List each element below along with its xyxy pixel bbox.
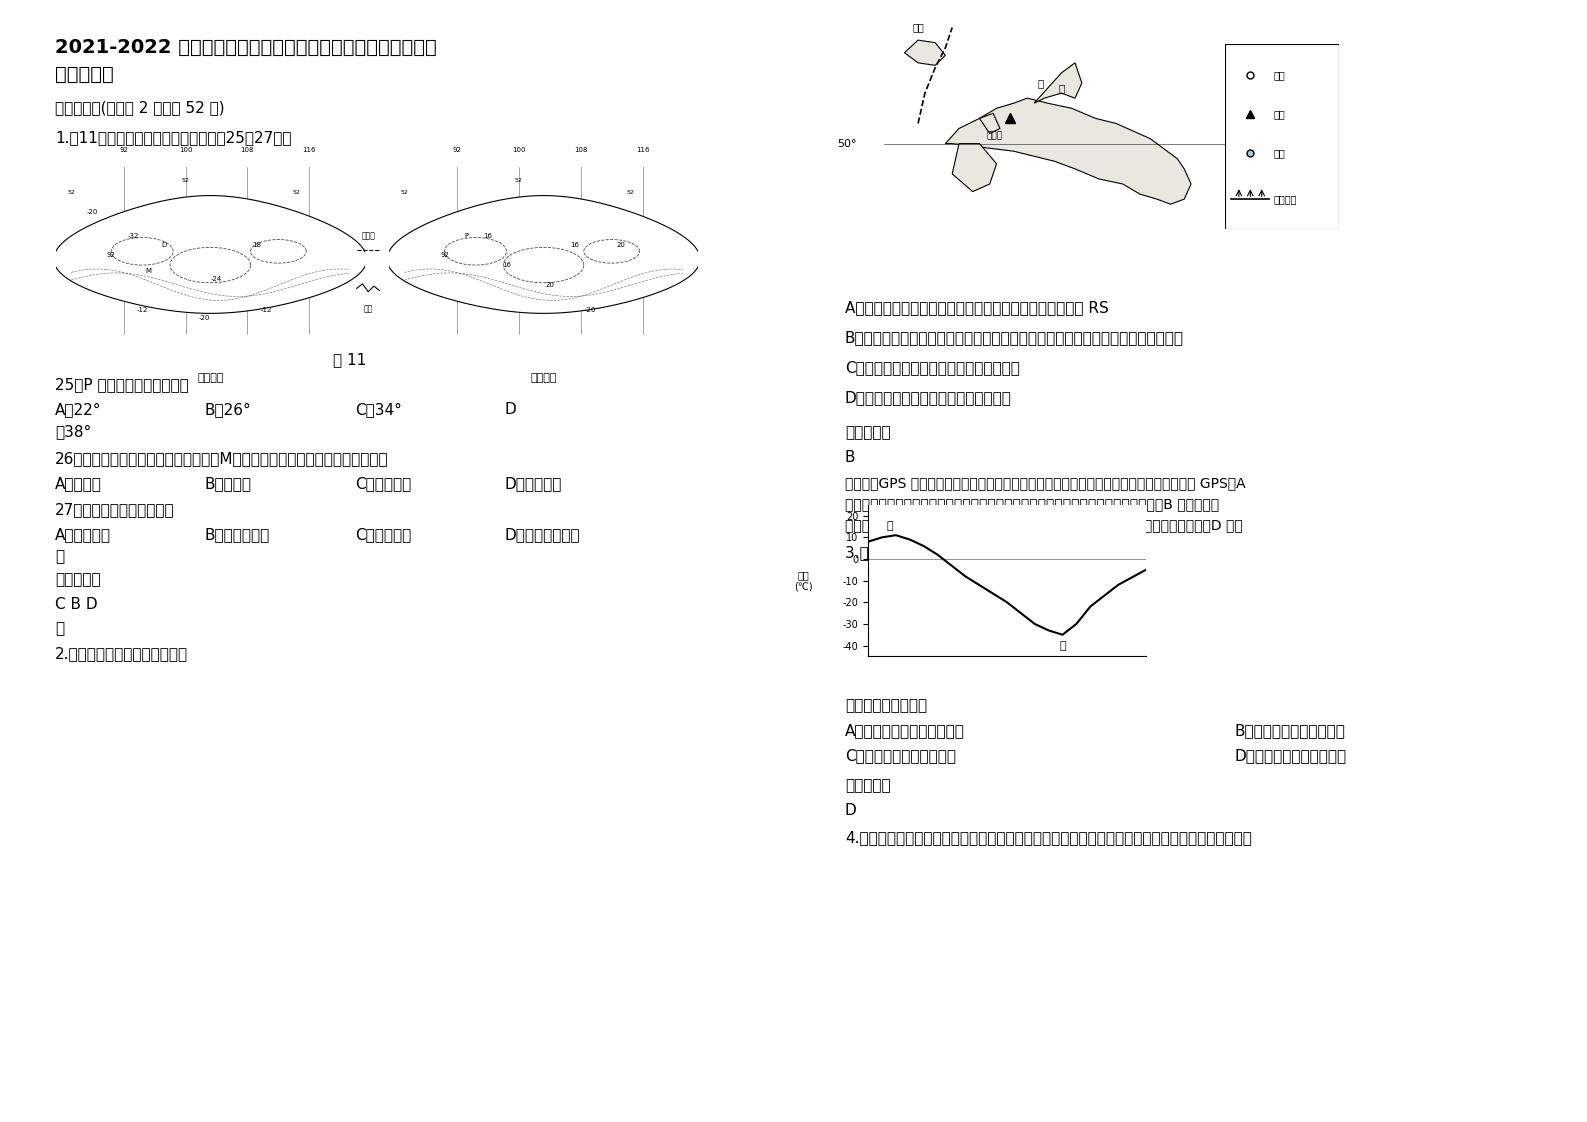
Text: 52: 52 bbox=[294, 190, 302, 195]
Text: 16: 16 bbox=[570, 242, 579, 248]
Text: 18: 18 bbox=[252, 242, 262, 248]
Text: B．南极洲的温度低于甲地: B．南极洲的温度低于甲地 bbox=[1235, 723, 1346, 738]
Text: 错；勃朗峰海拔高度变化不大，是因为勃朗峰在地壳运动抬升中还受到外力作用影响，B 对；冰岛位: 错；勃朗峰海拔高度变化不大，是因为勃朗峰在地壳运动抬升中还受到外力作用影响，B … bbox=[844, 497, 1219, 511]
Text: -24: -24 bbox=[211, 276, 222, 282]
Text: 河流: 河流 bbox=[363, 304, 373, 313]
Text: 116: 116 bbox=[303, 147, 316, 153]
Text: 92: 92 bbox=[452, 147, 462, 153]
Polygon shape bbox=[387, 195, 700, 313]
Text: 于北大西洋中部，大西洋中脊上，是板块生长边界，C 错；甲处位于西风迎风坡，降水多于乙地，D 错。: 于北大西洋中部，大西洋中脊上，是板块生长边界，C 错；甲处位于西风迎风坡，降水多… bbox=[844, 518, 1243, 532]
Text: 2.关于图所示区域说法正确的是: 2.关于图所示区域说法正确的是 bbox=[56, 646, 189, 661]
Text: 略: 略 bbox=[56, 620, 63, 636]
Text: 4.乙国有花园城市岛国的美誉。近年来由于甲地农民烧荒开垦，该国时常受烟霾威胁。该某月烟霾平: 4.乙国有花园城市岛国的美誉。近年来由于甲地农民烧荒开垦，该国时常受烟霾威胁。该… bbox=[844, 830, 1252, 845]
Text: 27、符合该国河流特征的是: 27、符合该国河流特征的是 bbox=[56, 502, 175, 517]
Text: D: D bbox=[844, 803, 857, 818]
Polygon shape bbox=[905, 40, 946, 65]
Text: C．水能丰富: C．水能丰富 bbox=[355, 527, 411, 542]
Text: 92: 92 bbox=[440, 252, 449, 258]
Text: 16: 16 bbox=[501, 263, 511, 268]
Text: 116: 116 bbox=[636, 147, 649, 153]
Text: 100: 100 bbox=[179, 147, 192, 153]
Text: -20: -20 bbox=[198, 315, 209, 321]
Text: 1.图11为蒙古一月、七月均温图。完成25～27题。: 1.图11为蒙古一月、七月均温图。完成25～27题。 bbox=[56, 130, 292, 145]
Polygon shape bbox=[946, 99, 1190, 204]
Text: C．34°: C．34° bbox=[355, 402, 402, 417]
Text: 等温线: 等温线 bbox=[362, 231, 375, 240]
Text: 【详解】GPS 可以起到定位的作用，要监测该地区的地壳微移动，宜采用的地理信息技术是 GPS，A: 【详解】GPS 可以起到定位的作用，要监测该地区的地壳微移动，宜采用的地理信息技… bbox=[844, 476, 1246, 490]
Text: 参考答案：: 参考答案： bbox=[56, 572, 100, 587]
Text: 勃朗峰: 勃朗峰 bbox=[987, 131, 1003, 140]
Text: 108: 108 bbox=[574, 147, 587, 153]
Text: 100: 100 bbox=[513, 147, 525, 153]
Y-axis label: 气温
(℃): 气温 (℃) bbox=[794, 570, 813, 591]
Text: 25、P 地的气温年较差大约为: 25、P 地的气温年较差大约为 bbox=[56, 377, 189, 392]
Text: C．北印度洋洋流向东流动: C．北印度洋洋流向东流动 bbox=[844, 748, 955, 763]
Text: -32: -32 bbox=[127, 232, 138, 239]
Text: ．38°: ．38° bbox=[56, 424, 90, 439]
Text: 52: 52 bbox=[181, 178, 189, 183]
Text: M: M bbox=[146, 268, 151, 274]
Text: C B D: C B D bbox=[56, 597, 98, 611]
Text: 一、选择题(每小题 2 分，共 52 分): 一、选择题(每小题 2 分，共 52 分) bbox=[56, 100, 225, 114]
Text: 20: 20 bbox=[546, 282, 554, 287]
Text: 52: 52 bbox=[400, 190, 408, 195]
Text: 26、根据七月均温分布特点，推测造成M区域一月气温分布的主要原因是该区域: 26、根据七月均温分布特点，推测造成M区域一月气温分布的主要原因是该区域 bbox=[56, 451, 389, 466]
Text: D．北部河流水量: D．北部河流水量 bbox=[505, 527, 581, 542]
Text: B．地势低: B．地势低 bbox=[205, 476, 252, 491]
Text: 52: 52 bbox=[627, 190, 635, 195]
Text: D．亚欧大陆上受高压控制: D．亚欧大陆上受高压控制 bbox=[1235, 748, 1347, 763]
Text: 大: 大 bbox=[56, 549, 63, 564]
Text: 50°: 50° bbox=[838, 139, 857, 148]
Text: 甲: 甲 bbox=[1038, 79, 1044, 88]
Text: A．22°: A．22° bbox=[56, 402, 102, 417]
Text: B．勃朗峰海拔高度变化不大，是因为勃朗峰在地壳运动抬升中还受到外力作用影响: B．勃朗峰海拔高度变化不大，是因为勃朗峰在地壳运动抬升中还受到外力作用影响 bbox=[844, 330, 1184, 344]
Text: 20: 20 bbox=[616, 242, 625, 248]
Text: 乙: 乙 bbox=[1059, 83, 1065, 93]
Text: D．荒漠广布: D．荒漠广布 bbox=[505, 476, 562, 491]
Text: 52: 52 bbox=[514, 178, 522, 183]
Text: B．都为内流河: B．都为内流河 bbox=[205, 527, 270, 542]
Text: 山峰: 山峰 bbox=[1273, 109, 1285, 119]
Polygon shape bbox=[1035, 63, 1082, 103]
Text: P: P bbox=[463, 232, 468, 239]
Text: 七月均温: 七月均温 bbox=[530, 373, 557, 383]
Text: 试题含解析: 试题含解析 bbox=[56, 65, 114, 84]
Text: -20: -20 bbox=[584, 307, 595, 313]
Text: C．冻土广布: C．冻土广布 bbox=[355, 476, 411, 491]
Text: 乙: 乙 bbox=[887, 521, 893, 531]
Text: A．地势高: A．地势高 bbox=[56, 476, 102, 491]
Text: -12: -12 bbox=[260, 307, 271, 313]
Text: 冰岛: 冰岛 bbox=[913, 22, 924, 33]
Polygon shape bbox=[979, 113, 1000, 134]
Text: B．26°: B．26° bbox=[205, 402, 252, 417]
Text: 板块界线: 板块界线 bbox=[1273, 194, 1297, 204]
Text: 图 11: 图 11 bbox=[333, 352, 367, 367]
Text: 一月均温: 一月均温 bbox=[197, 373, 224, 383]
Polygon shape bbox=[952, 144, 997, 192]
Text: -20: -20 bbox=[87, 209, 98, 215]
Text: 3.下图是亚欧大陆 60°N 纬线上某月平均气温分布状况图，读图回答: 3.下图是亚欧大陆 60°N 纬线上某月平均气温分布状况图，读图回答 bbox=[844, 545, 1146, 560]
Text: 城市: 城市 bbox=[1273, 71, 1285, 81]
Text: -12: -12 bbox=[136, 307, 148, 313]
Text: 108: 108 bbox=[241, 147, 254, 153]
Text: 92: 92 bbox=[119, 147, 129, 153]
Polygon shape bbox=[54, 195, 367, 313]
Text: B: B bbox=[844, 450, 855, 465]
Text: 在正常情况下，此时: 在正常情况下，此时 bbox=[844, 698, 927, 712]
Text: 参考答案：: 参考答案： bbox=[844, 778, 890, 793]
Text: D: D bbox=[162, 242, 167, 248]
Text: C．冰岛位于板块的消亡边界，多火山地震: C．冰岛位于板块的消亡边界，多火山地震 bbox=[844, 360, 1020, 375]
Text: 丙: 丙 bbox=[1059, 642, 1066, 651]
Text: A．亚欧大陆等温线向北凸出: A．亚欧大陆等温线向北凸出 bbox=[844, 723, 965, 738]
Text: 水域: 水域 bbox=[1273, 148, 1285, 158]
Text: A．含沙量大: A．含沙量大 bbox=[56, 527, 111, 542]
Text: 92: 92 bbox=[106, 252, 116, 258]
Text: D: D bbox=[505, 402, 517, 417]
Text: D．甲处位于西风背风坡，降水多于乙地: D．甲处位于西风背风坡，降水多于乙地 bbox=[844, 390, 1013, 405]
Text: A．要监测该地区的地壳微移动，宜采用的地理信息技术是 RS: A．要监测该地区的地壳微移动，宜采用的地理信息技术是 RS bbox=[844, 300, 1109, 315]
Text: 16: 16 bbox=[484, 232, 492, 239]
Text: 52: 52 bbox=[67, 190, 75, 195]
Text: 参考答案：: 参考答案： bbox=[844, 425, 890, 440]
Text: 2021-2022 学年河北省石家庄市平山县实验中学高二地理模拟: 2021-2022 学年河北省石家庄市平山县实验中学高二地理模拟 bbox=[56, 38, 436, 57]
